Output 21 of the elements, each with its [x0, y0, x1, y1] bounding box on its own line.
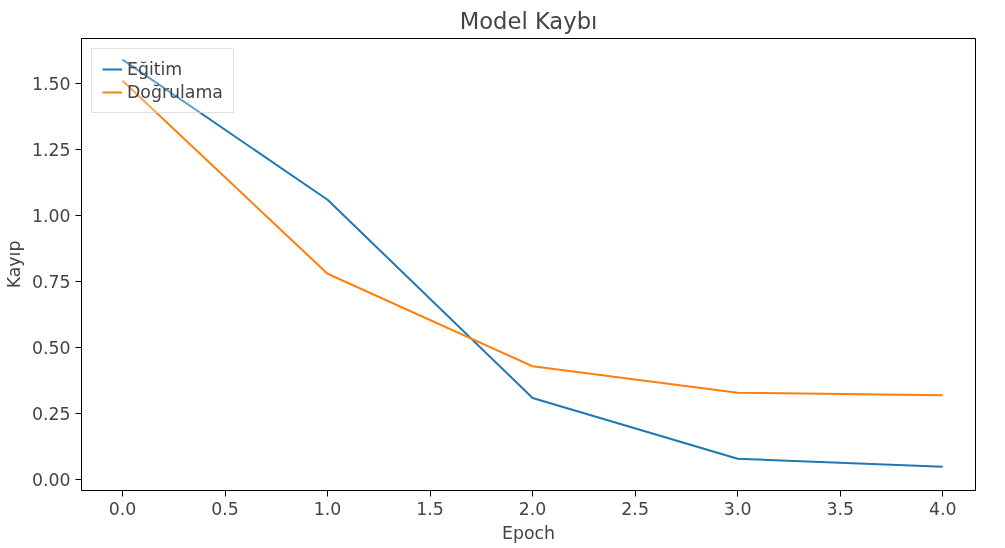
- y-tick-label: 1.50: [31, 73, 71, 94]
- line-series: [121, 58, 944, 468]
- x-tick-label: 0.5: [211, 498, 239, 519]
- x-tick-label: 2.5: [621, 498, 649, 519]
- x-tick-label: 4.0: [928, 498, 957, 519]
- chart-title: Model Kaybı: [459, 7, 598, 34]
- x-tick-label: 2.0: [518, 498, 547, 519]
- y-tick-label: 0.00: [31, 470, 71, 491]
- y-tick-label: 0.75: [31, 272, 71, 293]
- y-axis-title: Kayıp: [3, 240, 24, 289]
- y-tick-label: 0.25: [31, 404, 71, 425]
- x-tick-label: 1.5: [416, 498, 444, 519]
- x-tick-label: 0.0: [108, 498, 137, 519]
- x-axis-title: Epoch: [501, 522, 556, 543]
- x-tick-label: 1.0: [313, 498, 342, 519]
- y-tick-label: 1.00: [31, 206, 71, 227]
- y-tick-label: 1.25: [31, 140, 71, 161]
- y-tick-label: 0.50: [31, 338, 71, 359]
- line-series: [121, 79, 944, 397]
- x-tick-label: 3.5: [826, 498, 854, 519]
- x-tick-label: 3.0: [723, 498, 752, 519]
